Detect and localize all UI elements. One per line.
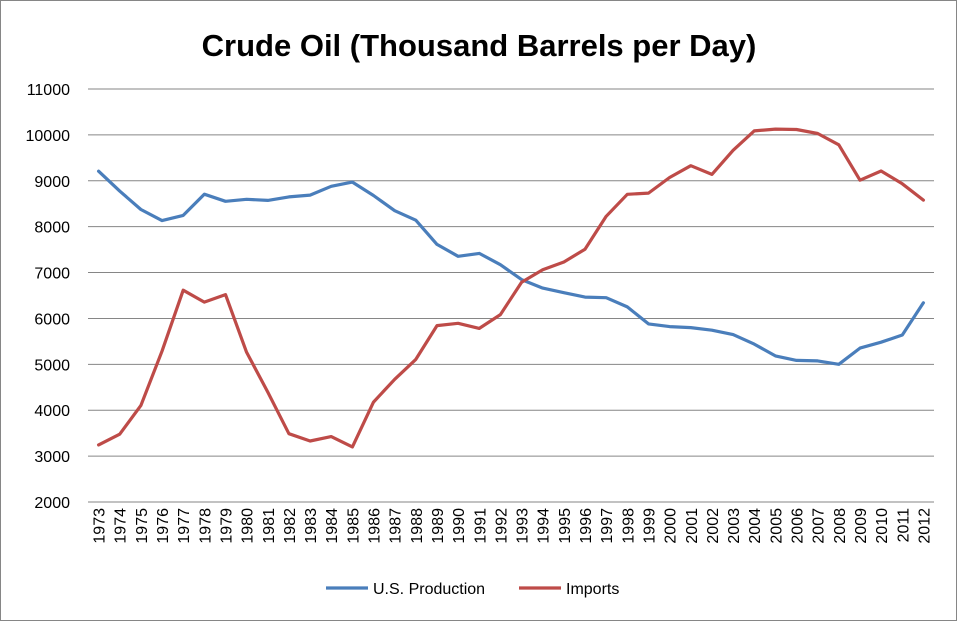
x-tick-label: 2000 [663, 508, 680, 544]
x-tick-label: 1992 [493, 508, 510, 544]
x-tick-label: 1981 [261, 508, 278, 544]
x-tick-label: 1995 [557, 508, 574, 544]
x-axis-ticks: 1973 1974 1975 1976 1977 1978 1979 1980 1981 1982… [92, 508, 934, 544]
x-tick-label: 2005 [768, 508, 785, 544]
x-tick-label: 1998 [620, 508, 637, 544]
x-tick-label: 1984 [324, 508, 341, 544]
x-tick-label: 1976 [155, 508, 172, 544]
x-tick-label: 2004 [747, 508, 764, 544]
x-tick-label: 1983 [303, 508, 320, 544]
legend: U.S. Production Imports [326, 581, 619, 598]
y-tick-label: 5000 [34, 357, 70, 374]
y-tick-label: 2000 [34, 495, 70, 512]
x-tick-label: 1979 [218, 508, 235, 544]
x-tick-label: 2007 [811, 508, 828, 544]
legend-label: Imports [566, 581, 619, 598]
gridlines [88, 88, 934, 503]
x-tick-label: 2001 [684, 508, 701, 544]
y-tick-label: 8000 [34, 220, 70, 237]
x-tick-label: 1999 [641, 508, 658, 544]
y-tick-label: 11000 [27, 82, 70, 99]
x-tick-label: 1986 [367, 508, 384, 544]
x-tick-label: 1997 [599, 508, 616, 544]
series-line-us-production [96, 169, 926, 366]
x-tick-label: 1975 [134, 508, 151, 544]
x-tick-label: 1987 [388, 508, 405, 544]
y-axis-ticks: 2000 3000 4000 5000 6000 7000 8000 9000 10000 110… [26, 82, 71, 512]
x-tick-label: 1985 [345, 508, 362, 544]
x-tick-label: 2003 [726, 508, 743, 544]
y-tick-label: 3000 [34, 449, 70, 466]
x-tick-label: 1993 [515, 508, 532, 544]
series-line-imports [96, 127, 926, 449]
y-tick-label: 9000 [34, 174, 70, 191]
x-tick-label: 1990 [451, 508, 468, 544]
x-tick-label: 1991 [472, 508, 489, 544]
x-tick-label: 1973 [92, 508, 109, 544]
x-tick-label: 2008 [832, 508, 849, 544]
x-tick-label: 1988 [409, 508, 426, 544]
y-tick-label: 10000 [26, 128, 71, 145]
y-tick-label: 6000 [34, 311, 70, 328]
x-tick-label: 2002 [705, 508, 722, 544]
x-tick-label: 1977 [176, 508, 193, 544]
x-tick-label: 1996 [578, 508, 595, 544]
series-lines [96, 127, 926, 449]
x-tick-label: 1978 [197, 508, 214, 544]
x-tick-label: 2010 [874, 508, 891, 544]
x-tick-label: 1980 [240, 508, 257, 544]
chart-title: Crude Oil (Thousand Barrels per Day) [202, 28, 757, 63]
x-tick-label: 1982 [282, 508, 299, 544]
x-tick-label: 2009 [853, 508, 870, 544]
x-tick-label: 2011 [895, 508, 912, 543]
x-tick-label: 1994 [536, 508, 553, 544]
x-tick-label: 1974 [113, 508, 130, 544]
legend-label: U.S. Production [373, 581, 485, 598]
x-tick-label: 1989 [430, 508, 447, 544]
y-tick-label: 4000 [34, 403, 70, 420]
x-tick-label: 2012 [916, 508, 933, 544]
y-tick-label: 7000 [34, 266, 70, 283]
x-tick-label: 2006 [790, 508, 807, 544]
